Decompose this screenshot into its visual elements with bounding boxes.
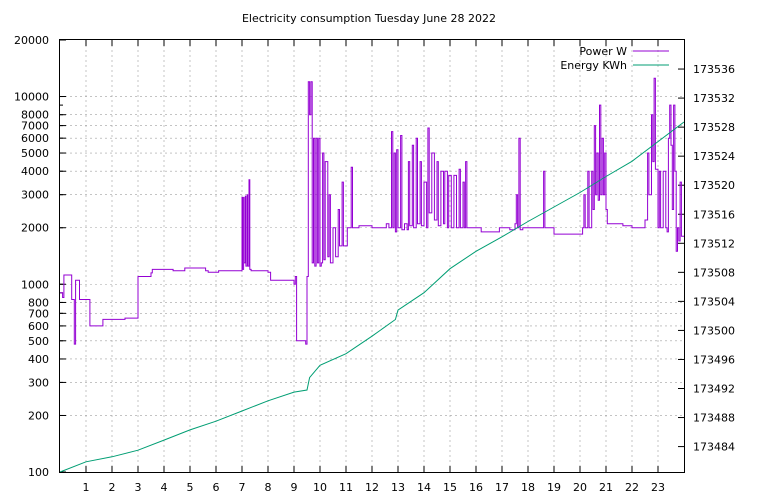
y-left-tick-label: 10000 xyxy=(14,91,49,104)
grid xyxy=(60,40,684,472)
y-left-tick-label: 400 xyxy=(28,353,49,366)
x-tick-label: 22 xyxy=(625,481,639,494)
y-right-tick-label: 173516 xyxy=(693,208,735,221)
y-right-tick-label: 173512 xyxy=(693,237,735,250)
y-right-tick-label: 173520 xyxy=(693,179,735,192)
x-tick-label: 17 xyxy=(495,481,509,494)
x-tick-label: 12 xyxy=(365,481,379,494)
x-tick-label: 20 xyxy=(573,481,587,494)
y-right-tick-label: 173492 xyxy=(693,383,735,396)
x-tick-label: 5 xyxy=(187,481,194,494)
plot-frame xyxy=(59,39,685,473)
y-left-tick-label: 700 xyxy=(28,307,49,320)
y-left-tick-label: 20000 xyxy=(14,34,49,47)
y-left-tick-label: 300 xyxy=(28,376,49,389)
y-left-tick-label: 3000 xyxy=(21,189,49,202)
chart-title: Electricity consumption Tuesday June 28 … xyxy=(242,12,496,25)
x-tick-label: 15 xyxy=(443,481,457,494)
y-left-tick-label: 500 xyxy=(28,335,49,348)
y-left-tick-label: 4000 xyxy=(21,165,49,178)
legend: Power W Energy KWh xyxy=(560,45,669,72)
y-left-tick-label: 8000 xyxy=(21,109,49,122)
y-left-tick-label: 7000 xyxy=(21,120,49,133)
y-left-tick-label: 800 xyxy=(28,296,49,309)
y-left-tick-label: 200 xyxy=(28,409,49,422)
x-tick-label: 23 xyxy=(651,481,665,494)
y-right-tick-label: 173504 xyxy=(693,295,735,308)
y-left-tick-label: 600 xyxy=(28,320,49,333)
x-tick-label: 6 xyxy=(213,481,220,494)
y-left-tick-label: 100 xyxy=(28,466,49,479)
axis-ticks: 1 2 3 4 5 6 7 8 9 10 11 12 13 14 15 16 17 18 19 20 21 22 23100… xyxy=(14,34,735,494)
y-left-tick-label: 6000 xyxy=(21,132,49,145)
series-line-power xyxy=(60,77,684,345)
plot-series xyxy=(59,77,685,473)
x-tick-label: 4 xyxy=(161,481,168,494)
y-left-tick-label: 1000 xyxy=(21,278,49,291)
x-tick-label: 2 xyxy=(109,481,116,494)
y-left-tick-label: 2000 xyxy=(21,222,49,235)
x-tick-label: 10 xyxy=(313,481,327,494)
y-right-tick-label: 173488 xyxy=(693,412,735,425)
y-right-tick-label: 173496 xyxy=(693,353,735,366)
x-tick-label: 7 xyxy=(239,481,246,494)
x-tick-label: 18 xyxy=(521,481,535,494)
x-tick-label: 13 xyxy=(391,481,405,494)
x-tick-label: 21 xyxy=(599,481,613,494)
x-tick-label: 11 xyxy=(339,481,353,494)
x-tick-label: 16 xyxy=(469,481,483,494)
y-right-tick-label: 173484 xyxy=(693,441,735,454)
y-right-tick-label: 173524 xyxy=(693,150,735,163)
y-right-tick-label: 173500 xyxy=(693,324,735,337)
y-right-tick-label: 173536 xyxy=(693,63,735,76)
legend-label-energy: Energy KWh xyxy=(560,59,627,72)
x-tick-label: 1 xyxy=(83,481,90,494)
series-line-energy xyxy=(59,121,685,473)
y-right-tick-label: 173508 xyxy=(693,266,735,279)
x-tick-label: 8 xyxy=(265,481,272,494)
y-right-tick-label: 173528 xyxy=(693,121,735,134)
x-tick-label: 9 xyxy=(291,481,298,494)
legend-label-power: Power W xyxy=(579,45,627,58)
x-tick-label: 3 xyxy=(135,481,142,494)
x-tick-label: 14 xyxy=(417,481,431,494)
y-right-tick-label: 173532 xyxy=(693,92,735,105)
y-left-tick-label: 5000 xyxy=(21,147,49,160)
x-tick-label: 19 xyxy=(547,481,561,494)
